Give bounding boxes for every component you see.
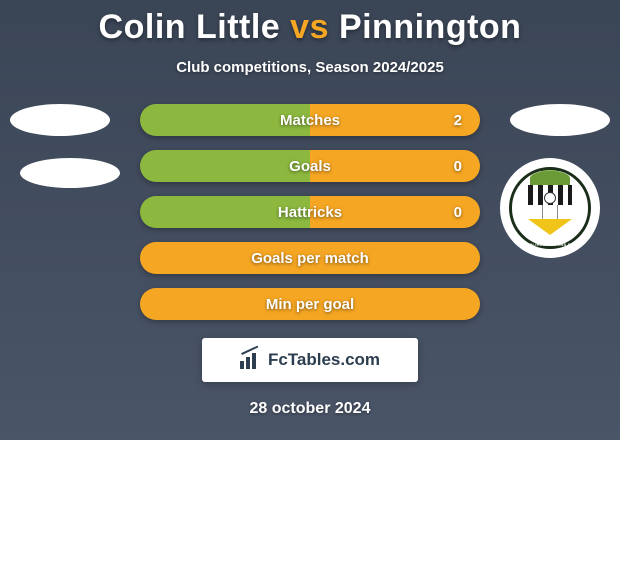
player1-photo-placeholder — [10, 104, 110, 136]
player1-club-placeholder — [20, 158, 120, 188]
stat-bar: Goals 0 — [140, 150, 480, 182]
subtitle: Club competitions, Season 2024/2025 — [0, 59, 620, 76]
player2-name: Pinnington — [339, 8, 522, 46]
stat-value: 0 — [454, 204, 462, 221]
stat-label: Goals — [289, 158, 331, 175]
player2-photo-placeholder — [510, 104, 610, 136]
bar-left-segment — [140, 150, 310, 182]
date-text: 28 october 2024 — [0, 400, 620, 418]
stat-bar: Hattricks 0 — [140, 196, 480, 228]
page-title: Colin Little vs Pinnington — [0, 8, 620, 47]
watermark-text: FcTables.com — [268, 350, 380, 370]
stat-bar: Min per goal — [140, 288, 480, 320]
watermark: FcTables.com — [202, 338, 418, 382]
stat-bar: Goals per match — [140, 242, 480, 274]
player1-name: Colin Little — [99, 8, 281, 46]
player2-club-badge: SOLIHULL MOORS FC — [500, 158, 600, 258]
stat-label: Min per goal — [266, 296, 354, 313]
vs-text: vs — [290, 8, 329, 46]
stat-value: 2 — [454, 112, 462, 129]
stat-value: 0 — [454, 158, 462, 175]
bottom-whitespace — [0, 440, 620, 580]
stat-bar: Matches 2 — [140, 104, 480, 136]
chart-icon — [240, 351, 262, 369]
stat-label: Hattricks — [278, 204, 342, 221]
stat-label: Goals per match — [251, 250, 369, 267]
stats-area: SOLIHULL MOORS FC Matches2Goals0Hattrick… — [0, 104, 620, 320]
club-crest-icon: SOLIHULL MOORS FC — [509, 167, 591, 249]
comparison-card: Colin Little vs Pinnington Club competit… — [0, 0, 620, 440]
stat-label: Matches — [280, 112, 340, 129]
